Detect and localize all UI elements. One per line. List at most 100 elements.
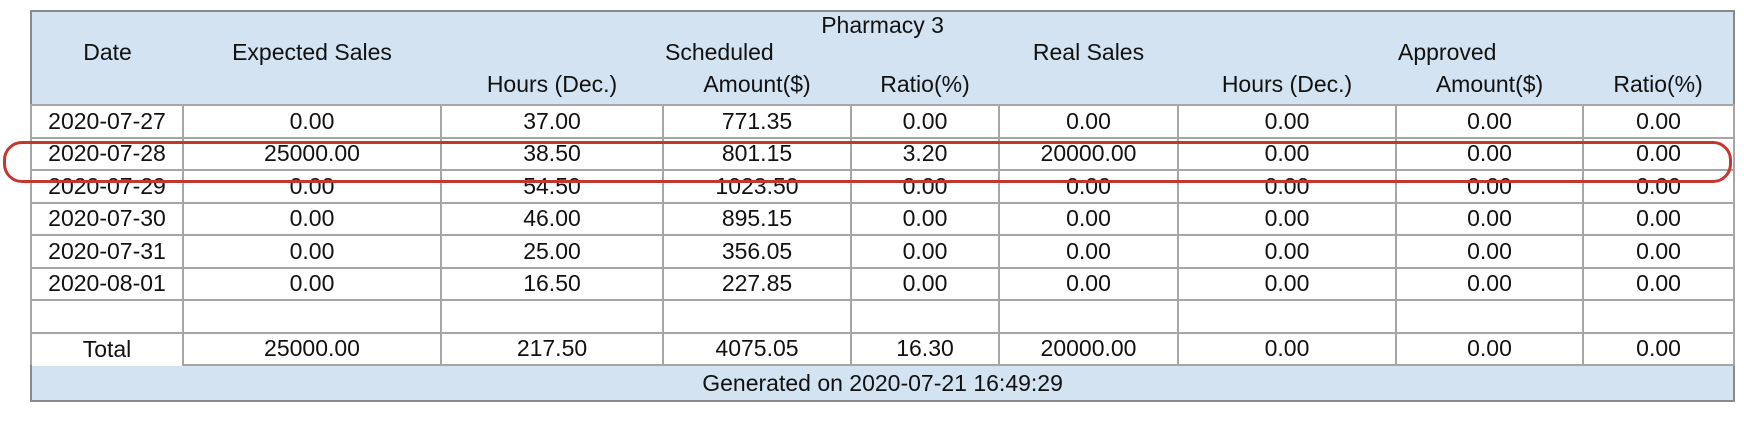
cell-app_hours: 0.00 — [1177, 169, 1397, 204]
cell-app_hours — [1177, 299, 1397, 334]
cell-real: 20000.00 — [998, 331, 1179, 366]
title-row: Pharmacy 3 — [31, 11, 1735, 39]
cell-sch_amount: 1023.50 — [662, 169, 852, 204]
cell-date: 2020-07-27 — [30, 104, 184, 139]
cell-app_hours: 0.00 — [1177, 266, 1397, 301]
cell-sch_amount: 895.15 — [662, 201, 852, 236]
cell-sch_hours: 37.00 — [440, 104, 664, 139]
col-header-real-sales: Real Sales — [999, 39, 1178, 65]
cell-sch_ratio: 3.20 — [850, 136, 1000, 171]
cell-app_hours: 0.00 — [1177, 331, 1397, 366]
header-spacer — [999, 65, 1178, 105]
cell-sch_amount: 801.15 — [662, 136, 852, 171]
cell-sch_ratio: 0.00 — [850, 201, 1000, 236]
cell-app_amount: 0.00 — [1395, 331, 1584, 366]
pharmacy-report-table: Pharmacy 3 Date Expected Sales Scheduled… — [30, 10, 1736, 402]
cell-date: 2020-07-28 — [30, 136, 184, 171]
table-row: 2020-07-30 0.00 46.00 895.15 0.00 0.00 0.00 0.0… — [30, 201, 1736, 236]
cell-app_amount — [1395, 299, 1584, 334]
group-header-scheduled: Scheduled — [663, 39, 999, 65]
cell-date: 2020-08-01 — [30, 266, 184, 301]
cell-app_ratio: 0.00 — [1581, 234, 1736, 269]
cell-sch_ratio: 16.30 — [850, 331, 1000, 366]
subcol-header-approved-hours: Hours (Dec.) — [1178, 65, 1396, 105]
header-spacer — [1178, 39, 1396, 65]
cell-sch_amount: 771.35 — [662, 104, 852, 139]
cell-expected: 25000.00 — [182, 136, 442, 171]
footer-row: Generated on 2020-07-21 16:49:29 — [31, 365, 1735, 401]
total-row: Total 25000.00 217.50 4075.05 16.30 20000.00 0… — [30, 331, 1736, 366]
cell-date: 2020-07-30 — [30, 201, 184, 236]
cell-date: Total — [30, 331, 184, 365]
cell-sch_ratio: 0.00 — [850, 169, 1000, 204]
generated-timestamp: Generated on 2020-07-21 16:49:29 — [31, 365, 1735, 401]
cell-expected: 0.00 — [182, 266, 442, 301]
cell-app_hours: 0.00 — [1177, 136, 1397, 171]
cell-sch_hours: 38.50 — [440, 136, 664, 171]
col-header-date: Date — [31, 39, 183, 65]
cell-app_hours: 0.00 — [1177, 201, 1397, 236]
cell-app_amount: 0.00 — [1395, 234, 1584, 269]
header-spacer — [441, 39, 663, 65]
table-body: 2020-07-27 0.00 37.00 771.35 0.00 0.00 0.00 0.0… — [30, 104, 1736, 366]
table-row: 2020-07-29 0.00 54.50 1023.50 0.00 0.00 0.00 0.… — [30, 169, 1736, 204]
cell-sch_hours — [440, 299, 664, 334]
cell-expected: 0.00 — [182, 234, 442, 269]
header-spacer — [31, 65, 183, 105]
cell-app_ratio: 0.00 — [1581, 136, 1736, 171]
cell-app_amount: 0.00 — [1395, 136, 1584, 171]
cell-app_ratio: 0.00 — [1581, 201, 1736, 236]
cell-sch_ratio: 0.00 — [850, 234, 1000, 269]
subcol-header-approved-ratio: Ratio(%) — [1583, 65, 1735, 105]
cell-sch_hours: 16.50 — [440, 266, 664, 301]
cell-sch_amount: 227.85 — [662, 266, 852, 301]
cell-sch_hours: 25.00 — [440, 234, 664, 269]
cell-sch_amount: 356.05 — [662, 234, 852, 269]
subcol-header-scheduled-amount: Amount($) — [663, 65, 851, 105]
header-spacer — [183, 65, 441, 105]
cell-app_ratio: 0.00 — [1581, 266, 1736, 301]
group-header-row: Date Expected Sales Scheduled Real Sales… — [31, 39, 1735, 65]
table-row — [30, 299, 1736, 334]
cell-sch_hours: 54.50 — [440, 169, 664, 204]
cell-real: 0.00 — [998, 201, 1179, 236]
subcol-header-scheduled-ratio: Ratio(%) — [851, 65, 999, 105]
cell-expected: 0.00 — [182, 104, 442, 139]
cell-app_amount: 0.00 — [1395, 169, 1584, 204]
group-header-approved: Approved — [1396, 39, 1735, 65]
cell-app_hours: 0.00 — [1177, 104, 1397, 139]
cell-app_ratio: 0.00 — [1581, 331, 1736, 366]
cell-real — [998, 299, 1179, 334]
cell-app_amount: 0.00 — [1395, 266, 1584, 301]
cell-app_ratio — [1581, 299, 1736, 334]
cell-real: 0.00 — [998, 104, 1179, 139]
cell-real: 0.00 — [998, 266, 1179, 301]
cell-sch_amount — [662, 299, 852, 334]
subcol-header-scheduled-hours: Hours (Dec.) — [441, 65, 663, 105]
table-row: 2020-07-31 0.00 25.00 356.05 0.00 0.00 0.00 0.0… — [30, 234, 1736, 269]
table-footer: Generated on 2020-07-21 16:49:29 — [31, 365, 1735, 401]
cell-sch_hours: 46.00 — [440, 201, 664, 236]
table-header: Pharmacy 3 Date Expected Sales Scheduled… — [31, 11, 1735, 105]
cell-expected: 0.00 — [182, 169, 442, 204]
cell-expected — [182, 299, 442, 334]
col-header-expected-sales: Expected Sales — [183, 39, 441, 65]
cell-sch_amount: 4075.05 — [662, 331, 852, 366]
cell-app_ratio: 0.00 — [1581, 169, 1736, 204]
cell-sch_ratio: 0.00 — [850, 266, 1000, 301]
cell-real: 20000.00 — [998, 136, 1179, 171]
cell-app_amount: 0.00 — [1395, 104, 1584, 139]
sub-header-row: Hours (Dec.) Amount($) Ratio(%) Hours (D… — [31, 65, 1735, 105]
table-row: 2020-08-01 0.00 16.50 227.85 0.00 0.00 0.00 0.0… — [30, 266, 1736, 301]
table-row-highlighted: 2020-07-28 25000.00 38.50 801.15 3.20 20000.0… — [30, 136, 1736, 171]
cell-expected: 0.00 — [182, 201, 442, 236]
report-title: Pharmacy 3 — [31, 11, 1735, 39]
cell-date — [30, 299, 184, 334]
cell-expected: 25000.00 — [182, 331, 442, 366]
cell-date: 2020-07-31 — [30, 234, 184, 269]
subcol-header-approved-amount: Amount($) — [1396, 65, 1583, 105]
cell-sch_ratio: 0.00 — [850, 104, 1000, 139]
table-row: 2020-07-27 0.00 37.00 771.35 0.00 0.00 0.00 0.0… — [30, 104, 1736, 139]
cell-real: 0.00 — [998, 234, 1179, 269]
